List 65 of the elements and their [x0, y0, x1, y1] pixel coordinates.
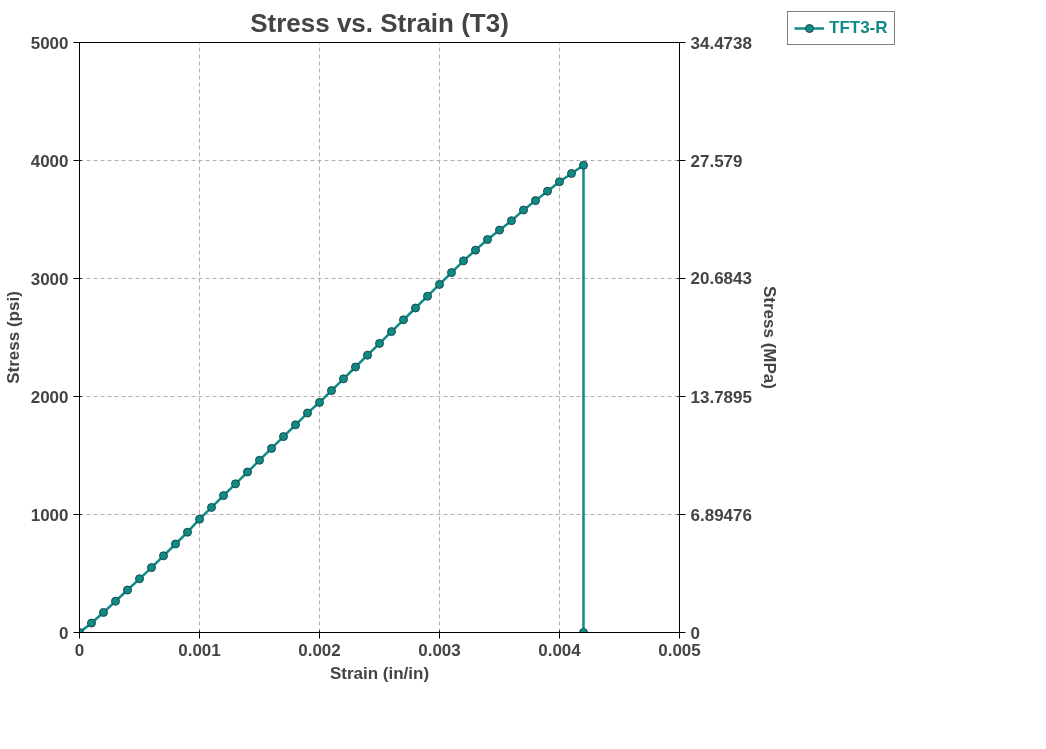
point [387, 327, 396, 337]
point [303, 408, 312, 418]
point [555, 177, 564, 187]
chart-title: Stress vs. Strain (T3) [250, 7, 509, 38]
point [219, 491, 228, 501]
point [543, 186, 552, 196]
point [435, 279, 444, 289]
point [99, 607, 108, 617]
y-tick-label: 0 [59, 623, 69, 643]
y2-tick-label: 34.4738 [690, 33, 752, 53]
y-tick-label: 2000 [30, 387, 69, 407]
point [363, 350, 372, 360]
point [111, 596, 120, 606]
point [579, 160, 588, 170]
point [399, 315, 408, 325]
point [279, 432, 288, 442]
y2-tick-label: 6.89476 [690, 505, 752, 525]
point [123, 585, 132, 595]
point [231, 479, 240, 489]
point [495, 225, 504, 235]
x-tick-label: 0 [74, 640, 85, 660]
y2-tick-label: 0 [690, 623, 700, 643]
y-axis-title: Stress (psi) [3, 291, 23, 384]
x-tick-label: 0.001 [178, 640, 221, 660]
y2-tick-label: 27.579 [690, 151, 743, 171]
x-tick-label: 0.002 [298, 640, 341, 660]
point [159, 551, 168, 561]
point [255, 455, 264, 465]
point [375, 338, 384, 348]
point [267, 443, 276, 453]
point [243, 467, 252, 477]
point [195, 514, 204, 524]
point [351, 362, 360, 372]
point [483, 235, 492, 245]
x-tick-label: 0.004 [538, 640, 582, 660]
point [183, 527, 192, 537]
y-tick-label: 4000 [30, 151, 69, 171]
y-tick-label: 3000 [30, 269, 69, 289]
point [315, 397, 324, 407]
point [207, 502, 216, 512]
y2-axis-title: Stress (MPa) [759, 286, 779, 389]
point [339, 374, 348, 384]
y2-tick-label: 20.6843 [690, 269, 752, 289]
point [519, 205, 528, 215]
point [423, 291, 432, 301]
point [507, 216, 516, 226]
point [447, 268, 456, 278]
point [531, 196, 540, 206]
point [291, 420, 300, 430]
point [327, 386, 336, 396]
point [411, 303, 420, 313]
y2-tick-label: 13.7895 [690, 387, 752, 407]
x-tick-label: 0.005 [658, 640, 701, 660]
y-tick-label: 5000 [30, 33, 69, 53]
x-axis-title: Strain (in/in) [329, 663, 430, 683]
point [87, 618, 96, 628]
y-tick-label: 1000 [30, 505, 69, 525]
point [459, 256, 468, 266]
legend-label: TFT3-R [829, 18, 888, 38]
point [135, 574, 144, 584]
point [567, 168, 576, 178]
point [171, 539, 180, 549]
point [147, 563, 156, 573]
point [471, 245, 480, 255]
x-tick-label: 0.003 [418, 640, 461, 660]
